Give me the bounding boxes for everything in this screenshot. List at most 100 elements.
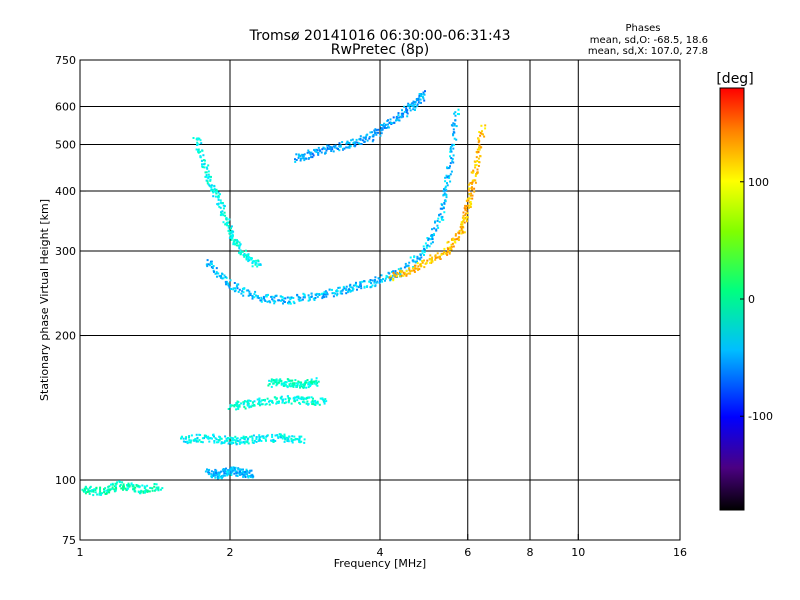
data-point xyxy=(414,260,417,263)
data-point xyxy=(299,154,302,157)
data-point xyxy=(260,296,263,299)
data-point xyxy=(247,255,250,258)
data-point xyxy=(446,182,448,185)
data-point xyxy=(474,181,477,184)
chart-title: Tromsø 20141016 06:30:00-06:31:43 xyxy=(249,28,511,44)
data-point xyxy=(212,434,215,436)
data-point xyxy=(411,259,414,262)
data-point xyxy=(429,261,432,264)
data-point xyxy=(423,93,426,96)
data-point xyxy=(225,437,228,440)
data-point xyxy=(360,287,363,290)
data-point xyxy=(464,216,467,219)
data-point xyxy=(445,174,448,177)
data-point xyxy=(317,146,320,149)
data-point xyxy=(414,103,417,106)
data-point xyxy=(398,116,401,119)
data-point xyxy=(217,191,220,194)
data-point xyxy=(323,400,326,403)
data-point xyxy=(403,110,406,113)
data-point xyxy=(270,380,273,383)
data-point xyxy=(210,473,213,476)
data-point xyxy=(473,190,476,193)
data-point xyxy=(201,163,203,166)
data-point xyxy=(234,468,237,471)
data-point xyxy=(249,435,252,438)
data-point xyxy=(241,473,244,476)
data-point xyxy=(264,403,267,406)
data-point xyxy=(315,150,318,153)
data-point xyxy=(200,440,203,443)
data-point xyxy=(313,380,316,383)
data-point xyxy=(251,257,253,260)
data-point xyxy=(246,253,249,256)
data-point xyxy=(400,112,403,115)
data-point xyxy=(282,300,285,303)
data-point xyxy=(452,161,455,164)
data-point xyxy=(454,111,457,114)
data-point xyxy=(236,287,239,290)
data-point xyxy=(250,435,253,438)
data-point xyxy=(399,271,401,274)
data-point xyxy=(227,225,230,227)
data-point xyxy=(228,236,231,239)
data-point xyxy=(465,218,468,221)
data-point xyxy=(223,211,226,214)
data-point xyxy=(297,438,300,441)
data-point xyxy=(293,398,296,401)
data-point xyxy=(210,260,213,263)
data-point xyxy=(452,147,455,150)
data-point xyxy=(205,175,208,178)
data-point xyxy=(297,380,300,383)
data-point xyxy=(248,406,251,409)
data-point xyxy=(224,435,227,438)
data-point xyxy=(291,435,294,438)
data-point xyxy=(323,291,326,294)
data-point xyxy=(428,258,431,261)
data-point xyxy=(234,435,237,438)
data-point xyxy=(414,109,416,111)
data-point xyxy=(351,138,354,141)
colorbar-ticks: 100 0 -100 xyxy=(740,176,773,423)
data-point xyxy=(137,485,140,487)
data-point xyxy=(94,491,97,494)
data-point xyxy=(444,180,447,183)
data-point xyxy=(458,232,461,235)
x-tick-label: 8 xyxy=(527,546,534,559)
data-point xyxy=(99,490,102,493)
data-point xyxy=(328,145,331,148)
data-point xyxy=(219,193,221,196)
data-point xyxy=(300,153,303,156)
data-point xyxy=(357,286,360,289)
data-point xyxy=(345,288,348,291)
data-point xyxy=(296,382,299,385)
data-point xyxy=(310,296,313,298)
data-point xyxy=(251,297,254,300)
data-point xyxy=(239,249,242,252)
data-point xyxy=(321,148,324,151)
data-point xyxy=(241,472,244,475)
data-point xyxy=(114,488,117,491)
data-point xyxy=(466,212,469,215)
data-point xyxy=(469,200,472,203)
data-point xyxy=(210,184,213,187)
data-point xyxy=(297,156,300,159)
data-point xyxy=(297,153,300,156)
data-point xyxy=(201,149,204,152)
data-point xyxy=(225,282,228,285)
data-point xyxy=(353,145,356,147)
data-point xyxy=(295,382,298,385)
data-point xyxy=(327,144,330,147)
data-point xyxy=(434,257,437,259)
data-point xyxy=(221,442,224,444)
data-point xyxy=(374,285,377,288)
data-point xyxy=(381,124,384,127)
data-point xyxy=(452,131,455,134)
data-point xyxy=(233,242,236,245)
data-point xyxy=(223,472,226,475)
data-point xyxy=(345,285,348,288)
data-point xyxy=(258,404,261,407)
data-point xyxy=(375,133,378,136)
data-point xyxy=(356,285,359,288)
data-point xyxy=(287,437,290,440)
